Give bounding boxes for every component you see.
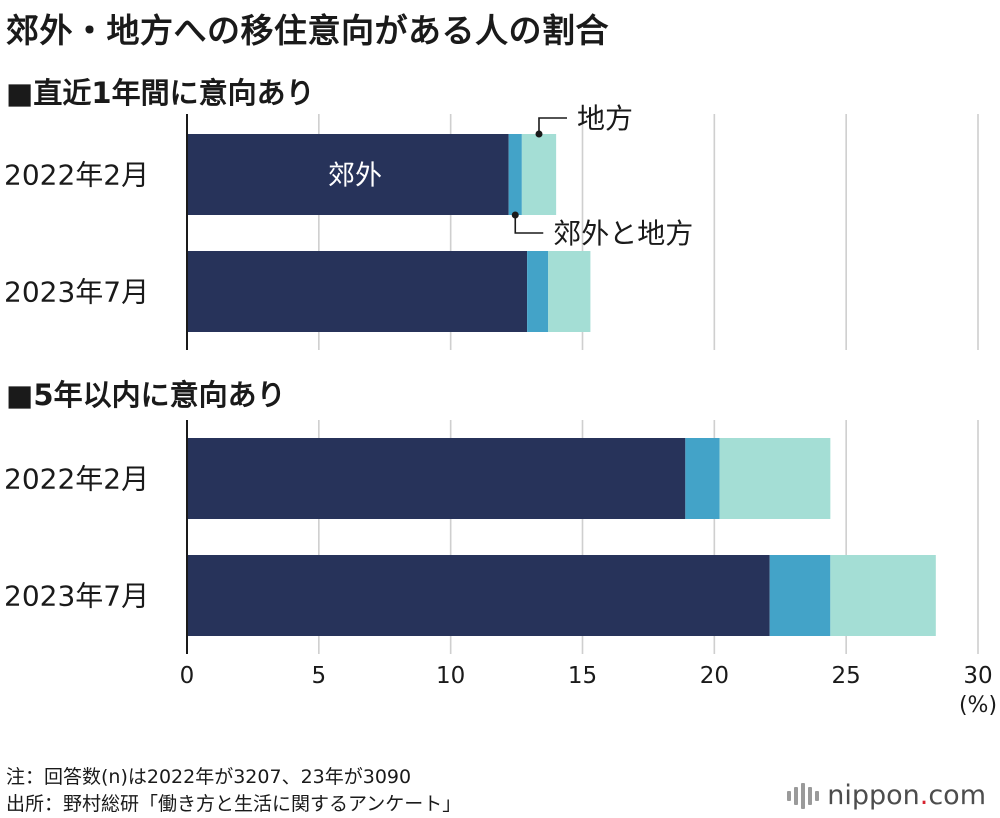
bar-segment-2 [527,251,549,332]
row-label: 2022年2月 [4,463,149,496]
bar-segment-2 [508,134,522,215]
bar-segment-3 [830,555,936,636]
source-note: 出所：野村総研「働き方と生活に関するアンケート」 [6,793,462,815]
logo-text-dot: . [919,780,929,811]
logo-text-prefix: nippon [827,780,920,811]
bar-row: 2023年7月 [4,251,591,332]
panel-2: ■5年以内に意向あり 2022年2月 2023年7月 [4,378,936,654]
bar-segment-3 [548,251,591,332]
panel-title: ■5年以内に意向あり [6,378,286,412]
logo-text-suffix: com [928,780,986,811]
bar-segment-1 [187,251,528,332]
x-tick-label: 10 [436,663,465,689]
inside-label: 郊外 [328,161,382,192]
stacked-bar-chart: ■直近1年間に意向あり 2022年2月 2023年7月 ■5年以内に意向あり 2022年… [4,76,997,718]
x-tick-label: 15 [568,663,597,689]
callout-label-bottom: 郊外と地方 [553,217,693,250]
callout-line [514,215,544,234]
bar-segment-3 [521,134,557,215]
callout-label-top: 地方 [577,102,633,135]
bar-segment-1 [187,134,509,215]
x-tick-label: 25 [832,663,861,689]
footnote: 注：回答数(n)は2022年が3207、23年が3090 [6,766,412,788]
bar-row: 2022年2月 [4,438,831,519]
callout-line [538,117,567,134]
x-tick-label: 5 [312,663,327,689]
row-label: 2022年2月 [4,159,149,192]
x-tick-label: 0 [180,663,195,689]
unit-label: (%) [959,693,997,718]
bar-segment-3 [719,438,831,519]
x-tick-label: 20 [700,663,729,689]
x-tick-label: 30 [963,663,992,689]
logo-mark-icon [787,782,820,809]
bar-segment-2 [685,438,720,519]
bar-row: 2022年2月 [4,134,557,215]
bar-segment-2 [769,555,831,636]
row-label: 2023年7月 [4,276,149,309]
bar-row: 2023年7月 [4,555,936,636]
chart-title: 郊外・地方への移住意向がある人の割合 [6,11,609,50]
bar-segment-1 [187,555,770,636]
row-label: 2023年7月 [4,580,149,613]
panel-title: ■直近1年間に意向あり [6,76,315,110]
nippon-logo[interactable]: nippon. com [787,780,986,811]
bar-segment-1 [187,438,686,519]
panels: ■直近1年間に意向あり 2022年2月 2023年7月 ■5年以内に意向あり 2022年… [4,76,936,654]
x-axis: 0 5 10 15 20 25 30 (%) [180,663,997,718]
panel-1: ■直近1年間に意向あり 2022年2月 2023年7月 [4,76,591,350]
